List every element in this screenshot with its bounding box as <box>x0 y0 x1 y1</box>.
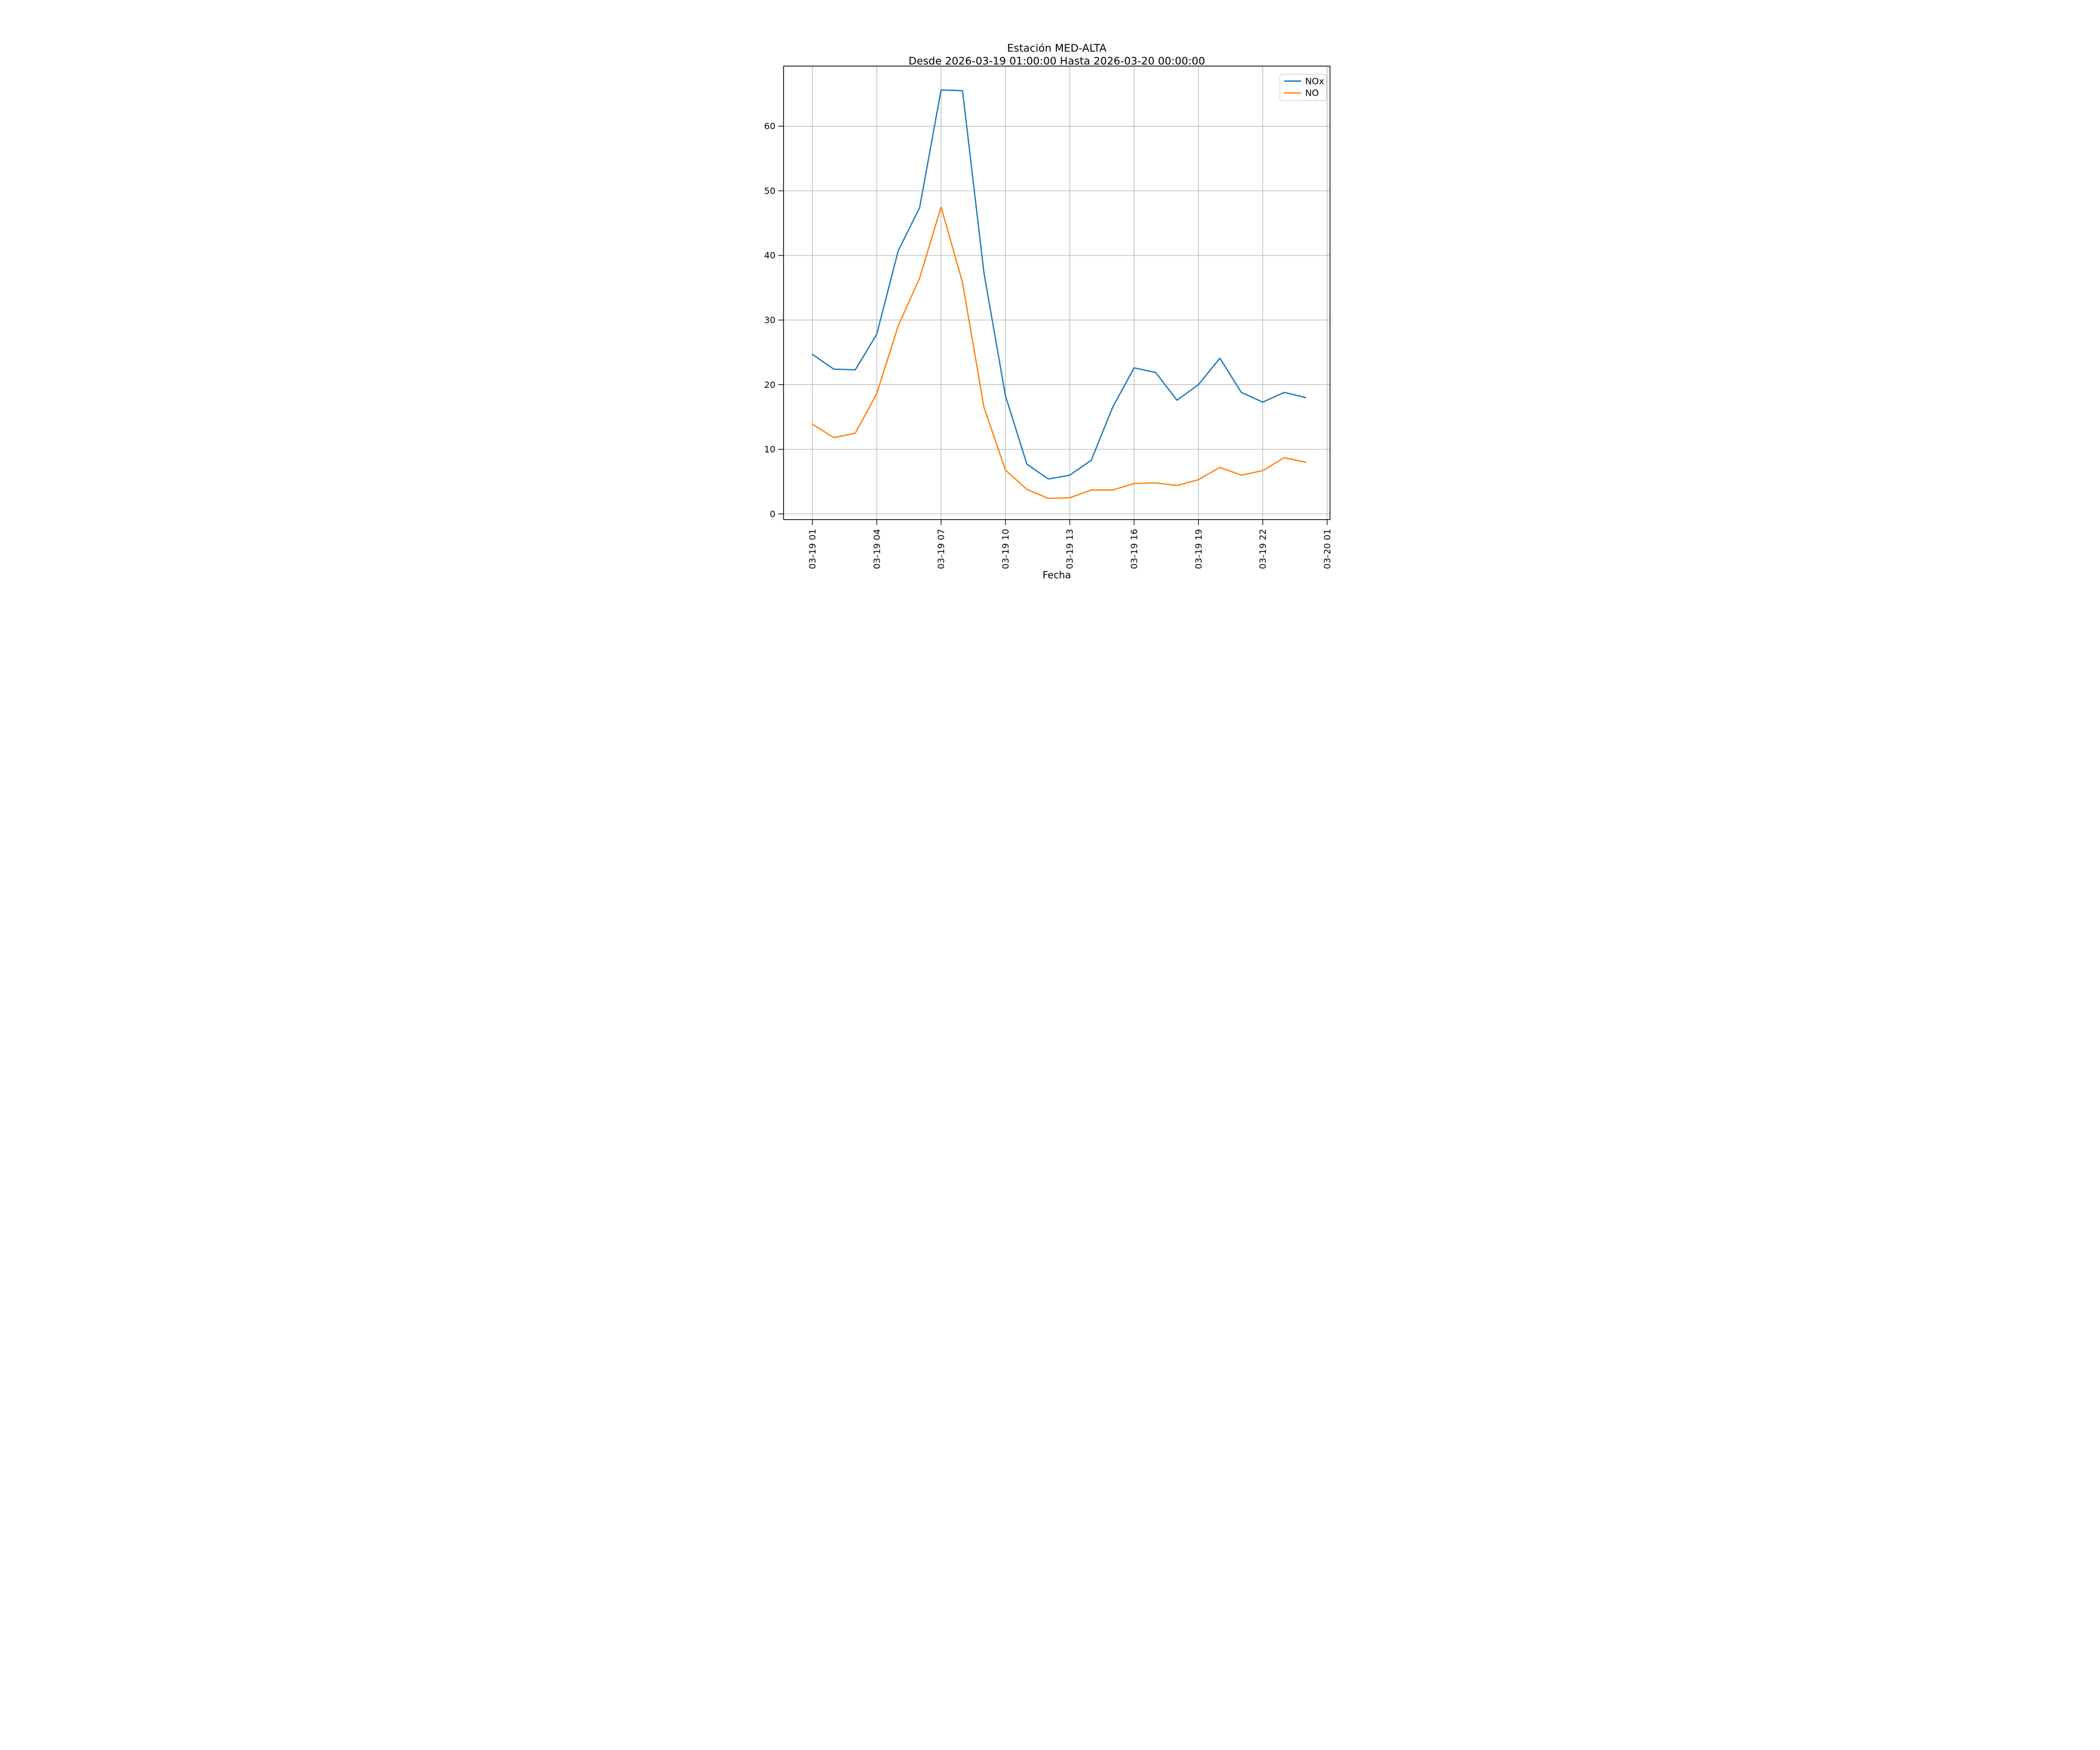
chart-subtitle: Desde 2026-03-19 01:00:00 Hasta 2026-03-… <box>908 55 1205 67</box>
line-chart: 03-19 01 03-19 04 03-19 07 03-19 10 03-19 13… <box>764 43 1333 581</box>
y-tick-label: 20 <box>764 380 776 390</box>
x-tick-label: 03-19 07 <box>936 529 947 569</box>
legend: NOx NO <box>1279 74 1327 101</box>
x-tick-label: 03-19 22 <box>1258 529 1268 569</box>
y-tick-label: 30 <box>764 315 776 326</box>
x-tick-label: 03-19 10 <box>1000 529 1011 569</box>
y-tick-label: 10 <box>764 444 776 455</box>
y-tick-label: 40 <box>764 250 776 261</box>
chart-title: Estación MED-ALTA <box>1007 43 1107 55</box>
x-tick-label: 03-19 19 <box>1194 529 1204 569</box>
tick-marks <box>778 125 1328 525</box>
y-tick-labels: 0 10 20 30 40 50 60 <box>764 121 776 520</box>
legend-label-nox: NOx <box>1305 76 1324 86</box>
chart-figure: 03-19 01 03-19 04 03-19 07 03-19 10 03-19 13… <box>700 0 1400 583</box>
x-tick-labels: 03-19 01 03-19 04 03-19 07 03-19 10 03-19 13… <box>807 529 1332 569</box>
x-tick-label: 03-19 01 <box>807 529 818 569</box>
series-lines <box>811 89 1307 499</box>
series-line-nox <box>811 89 1307 480</box>
gridlines <box>783 66 1330 520</box>
x-tick-label: 03-19 13 <box>1065 529 1075 569</box>
x-tick-label: 03-20 01 <box>1322 529 1332 569</box>
x-axis-label: Fecha <box>1042 570 1071 581</box>
plot-border <box>783 65 1331 520</box>
x-tick-label: 03-19 16 <box>1129 529 1140 569</box>
series-line-no <box>811 206 1307 499</box>
legend-label-no: NO <box>1305 88 1319 99</box>
y-tick-label: 0 <box>770 509 776 519</box>
x-tick-label: 03-19 04 <box>872 529 882 569</box>
y-tick-label: 50 <box>764 186 776 196</box>
y-tick-label: 60 <box>764 121 776 132</box>
